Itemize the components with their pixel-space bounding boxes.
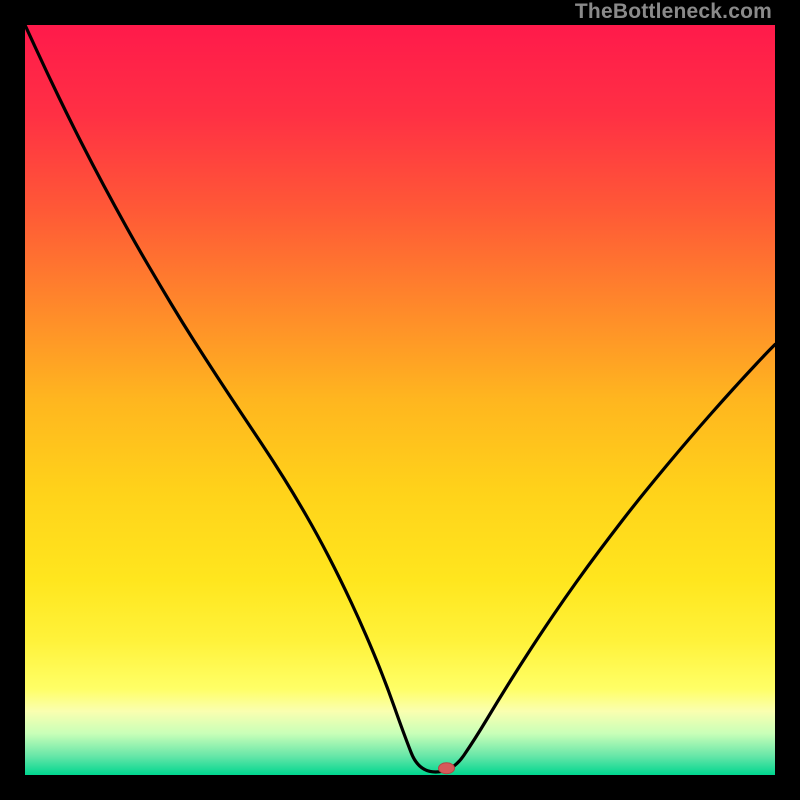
watermark-text: TheBottleneck.com — [575, 0, 772, 24]
plot-area — [25, 25, 775, 775]
gradient-background — [25, 25, 775, 775]
optimal-point-marker — [439, 763, 455, 774]
chart-svg — [25, 25, 775, 775]
